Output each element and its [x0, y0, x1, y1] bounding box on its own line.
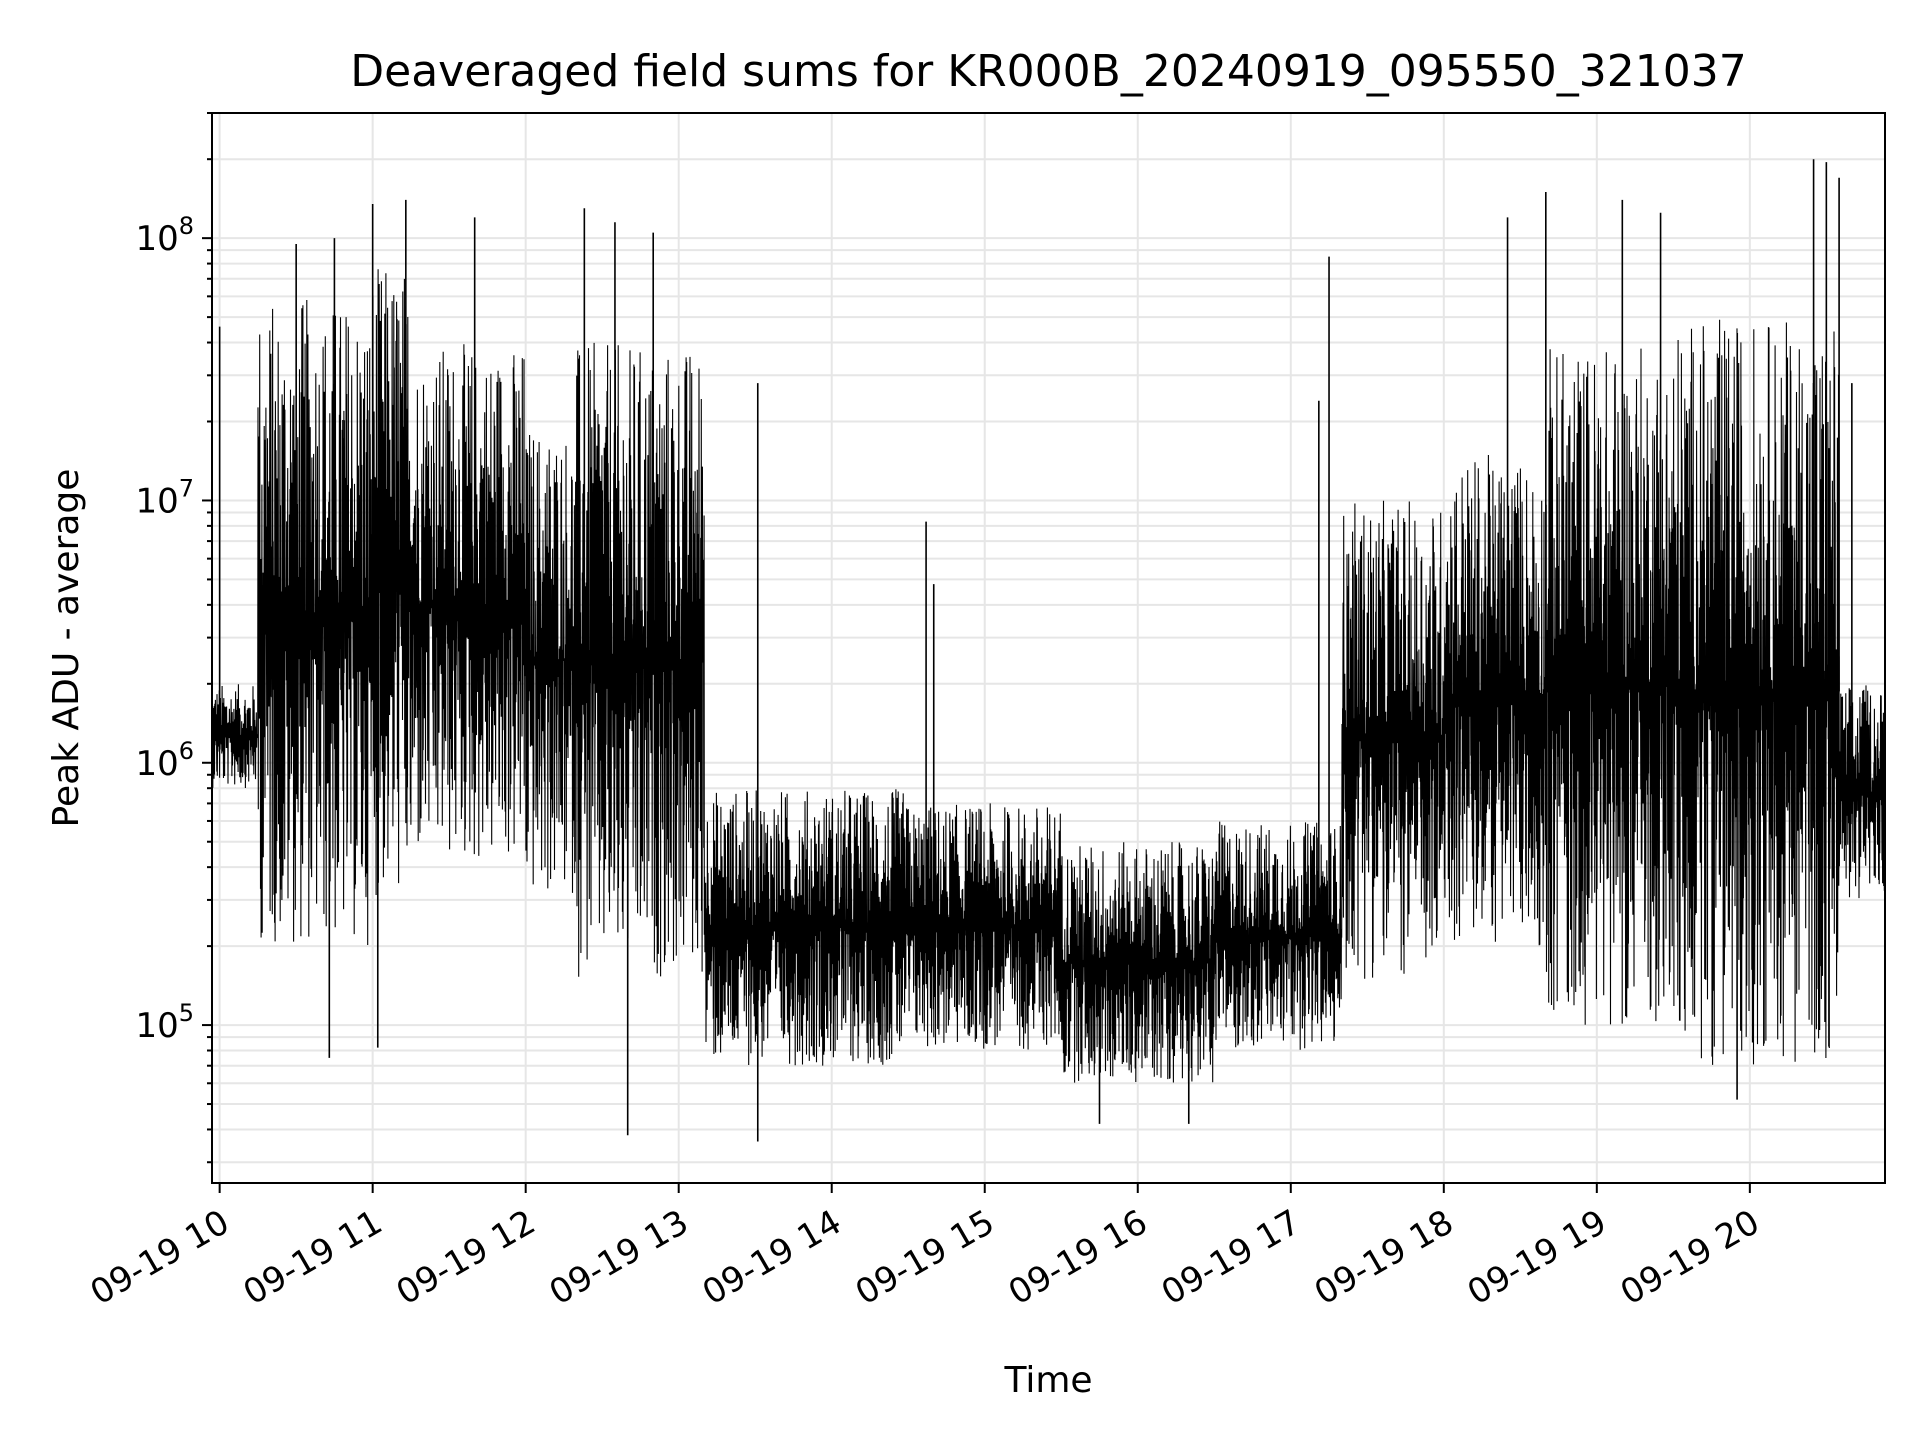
series-trace: [211, 269, 1886, 1083]
y-tick-label: 106: [135, 737, 194, 784]
plot-frame: [211, 112, 1886, 1184]
y-tick-label: 105: [135, 999, 194, 1046]
y-axis-label: Peak ADU - average: [46, 469, 87, 828]
y-tick-label: 107: [135, 474, 194, 521]
x-axis-label: Time: [1003, 1360, 1092, 1401]
chart-title: Deaveraged field sums for KR000B_2024091…: [350, 46, 1746, 97]
y-tick-label: 108: [135, 212, 194, 259]
